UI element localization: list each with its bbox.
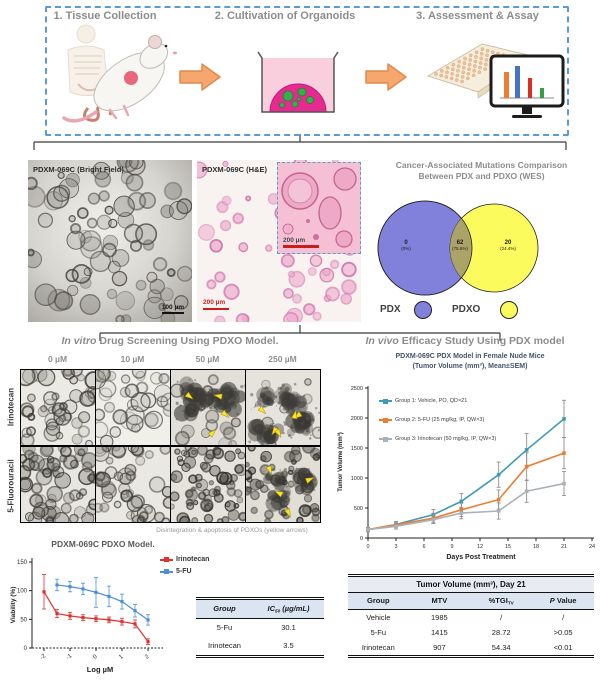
svg-text:3: 3 (394, 544, 397, 550)
bright-field-image (28, 160, 192, 322)
legend-marker-irinotecan (160, 559, 173, 561)
svg-text:0: 0 (360, 536, 363, 542)
ic50-header-group: Group (196, 599, 253, 619)
conc-label-10: 10 µM (95, 354, 170, 364)
tumor-chart-legend: Group 1: Vehicle, PO, QD×21 Group 2: 5-F… (379, 398, 496, 455)
svg-text:0: 0 (366, 544, 369, 550)
tumor-header-mtv: MTV (409, 593, 471, 610)
bright-field-scalebar: 100 µm (162, 304, 184, 314)
legend-marker-irinotecan-group (379, 438, 392, 440)
organoid-panel-5fu-250um (246, 447, 320, 522)
conc-label-250: 250 µM (245, 354, 320, 364)
venn-title: Cancer-Associated Mutations Comparison B… (368, 160, 595, 183)
venn-legend-pdxo-label: PDXO (452, 304, 480, 315)
he-inset: 200 µm (277, 162, 361, 254)
svg-text:-2: -2 (39, 653, 47, 661)
organoid-panel-5fu-0um (21, 447, 95, 522)
mouse-illustration (58, 20, 183, 132)
dose-chart-legend: Irinotecan 5-FU (160, 556, 209, 580)
svg-text:0: 0 (92, 653, 99, 660)
svg-text:21: 21 (561, 544, 567, 550)
organoid-panel-irinotecan-10um (96, 370, 170, 445)
svg-text:1500: 1500 (351, 446, 363, 452)
he-scalebar: 200 µm (203, 299, 229, 310)
legend-entry-irinotecan: Irinotecan (160, 556, 209, 563)
he-panel: PDXM-069C (H&E) 200 µm 200 µm (197, 160, 361, 322)
he-inset-scalebar: 200 µm (283, 237, 319, 248)
svg-text:Days Post Treatment: Days Post Treatment (446, 554, 516, 561)
svg-text:12: 12 (477, 544, 483, 550)
venn-left-count: 0(0%) (384, 240, 428, 251)
monitor-chart-illustration (488, 54, 566, 126)
venn-right-count: 20(24.4%) (486, 240, 530, 251)
tumor-chart-title-line1: PDXM-069C PDX Model in Female Nude Mice (345, 353, 595, 360)
organoid-panel-5fu-50um (171, 447, 245, 522)
svg-text:9: 9 (450, 544, 453, 550)
tumor-header-tgi: %TGITV (470, 593, 532, 610)
conc-label-50: 50 µM (170, 354, 245, 364)
svg-text:-1: -1 (65, 653, 73, 661)
tumor-header-pvalue: P Value (532, 593, 594, 610)
svg-text:150: 150 (17, 560, 28, 566)
workflow-step3-title: 3. Assessment & Assay (400, 10, 555, 22)
tumor-volume-table: Tumor Volume (mm³), Day 21 Group MTV %TG… (348, 574, 594, 658)
svg-text:500: 500 (354, 506, 363, 512)
arrow-icon (364, 60, 408, 94)
svg-text:2000: 2000 (351, 416, 363, 422)
svg-text:15: 15 (505, 544, 511, 550)
bright-field-panel: PDXM-069C (Bright Field) 100 µm (28, 160, 192, 322)
legend-marker-5fu (160, 571, 173, 573)
organoid-panel-irinotecan-50um (171, 370, 245, 445)
invitro-section-title: In vitro Drug Screening Using PDXO Model… (10, 335, 330, 347)
arrow-icon (178, 60, 222, 94)
organoid-panel-5fu-10um (96, 447, 170, 522)
legend-entry-vehicle: Group 1: Vehicle, PO, QD×21 (379, 398, 496, 404)
legend-entry-5fu: 5-FU (160, 568, 209, 575)
tumor-chart-title-line2: (Tumor Volume (mm³), Mean±SEM) (345, 363, 595, 370)
tumor-table-title: Tumor Volume (mm³), Day 21 (348, 576, 594, 593)
svg-text:6: 6 (422, 544, 425, 550)
legend-entry-irinotecan-group: Group 3: Irinotecan (50 mg/kg, IP, QW×3) (379, 436, 496, 442)
venn-legend-pdxo-dot (500, 301, 518, 319)
bright-field-label: PDXM-069C (Bright Field) (33, 165, 124, 174)
legend-entry-5fu-group: Group 2: 5-FU (25 mg/kg, IP, QW×3) (379, 417, 496, 423)
svg-text:Viability (%): Viability (%) (10, 587, 17, 624)
workflow-step2-title: 2. Cultivation of Organoids (205, 10, 365, 22)
venn-legend-pdx-dot (414, 301, 432, 319)
svg-text:50: 50 (20, 617, 27, 623)
legend-marker-vehicle (379, 400, 392, 402)
screening-caption: Disintegration & apoptosis of PDXOs (yel… (128, 527, 336, 534)
organoid-dish-illustration (252, 50, 344, 120)
ic50-header-ic50: IC50 (µg/mL) (253, 599, 324, 619)
dose-chart-title: PDXM-069C PDXO Model. (28, 539, 178, 549)
svg-text:2500: 2500 (351, 386, 363, 392)
tumor-header-group: Group (348, 593, 409, 610)
venn-legend-pdx-label: PDX (380, 304, 401, 315)
svg-text:24: 24 (589, 544, 595, 550)
he-label: PDXM-069C (H&E) (202, 165, 267, 174)
organoid-panel-irinotecan-0um (21, 370, 95, 445)
svg-text:Log µM: Log µM (87, 665, 113, 674)
svg-text:1: 1 (118, 653, 125, 660)
legend-marker-5fu-group (379, 419, 392, 421)
venn-overlap-count: 62(75.6%) (438, 240, 482, 251)
row-label-irinotecan: Irinotecan (7, 388, 16, 426)
invivo-section-title: In vivo Efficacy Study Using PDX model (330, 335, 600, 347)
conc-label-0: 0 µM (20, 354, 95, 364)
svg-text:100: 100 (17, 589, 28, 595)
row-label-5fu: 5-Fluorouracil (7, 459, 16, 512)
svg-text:2: 2 (144, 653, 151, 660)
svg-text:Tumor Volume (mm³): Tumor Volume (mm³) (337, 432, 344, 491)
svg-text:1000: 1000 (351, 476, 363, 482)
organoid-panel-irinotecan-250um (246, 370, 320, 445)
svg-text:18: 18 (533, 544, 539, 550)
drug-screening-grid (20, 369, 321, 523)
svg-text:0: 0 (24, 646, 28, 652)
